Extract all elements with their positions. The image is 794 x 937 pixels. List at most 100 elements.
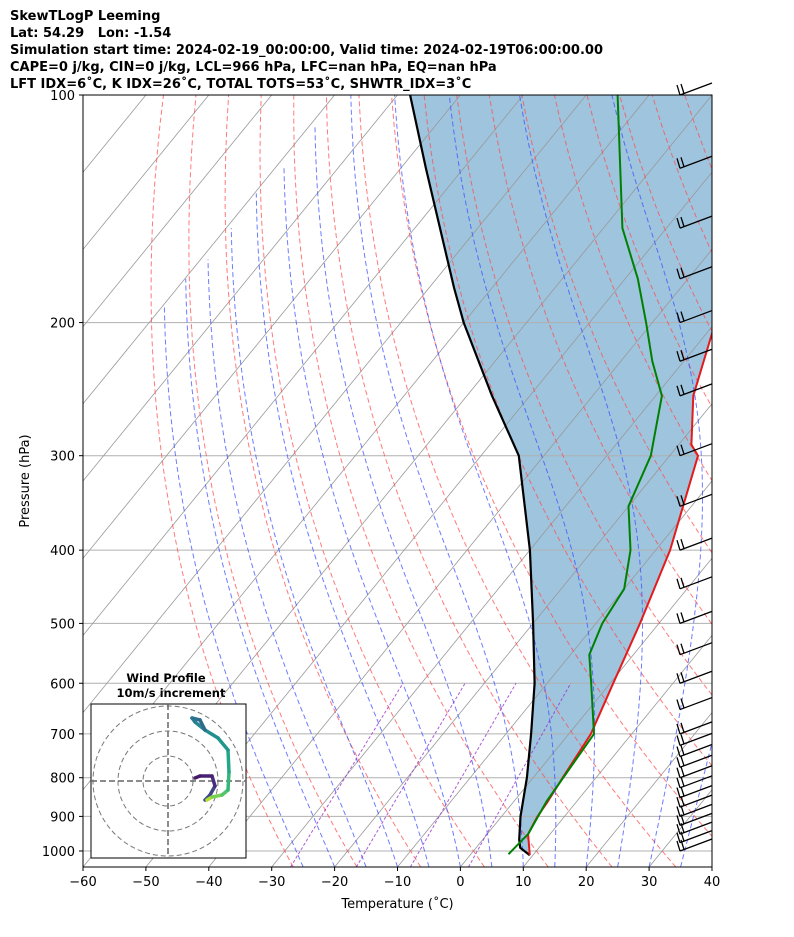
barb-flag xyxy=(680,267,685,278)
barb-flag xyxy=(680,734,685,745)
wind-barb xyxy=(676,732,713,747)
y-tick-label: 100 xyxy=(50,89,75,104)
wind-barb xyxy=(676,743,713,758)
barb-staff xyxy=(679,537,713,551)
barb-flag xyxy=(680,384,685,395)
wind-barb xyxy=(676,266,713,280)
dewpoint-line xyxy=(507,95,663,855)
x-axis-label: Temperature (˚C) xyxy=(340,896,453,912)
wind-barb xyxy=(676,537,713,551)
moist-adiabat xyxy=(350,95,524,867)
barb-flag xyxy=(676,445,681,456)
barb-flag xyxy=(676,613,681,624)
barb-staff xyxy=(679,610,713,625)
barb-flag xyxy=(680,786,685,797)
x-tick-label: −50 xyxy=(132,875,159,890)
moist-adiabat xyxy=(519,95,643,867)
moist-adiabat xyxy=(283,168,461,867)
moist-adiabat xyxy=(255,193,430,867)
wind-barb xyxy=(676,670,713,684)
barb-staff xyxy=(679,732,713,747)
wind-barb xyxy=(676,309,713,324)
barb-staff xyxy=(679,309,713,324)
hodograph-subtitle: 10m/s increment xyxy=(117,686,226,700)
barb-flag xyxy=(680,745,685,756)
wind-barb xyxy=(676,765,713,779)
dry-adiabat xyxy=(717,95,794,867)
isotherm-line xyxy=(83,95,461,559)
moist-adiabat xyxy=(207,259,367,867)
y-tick-label: 300 xyxy=(50,450,75,465)
isotherm-line xyxy=(83,95,210,251)
dry-adiabat xyxy=(188,95,358,867)
barb-staff xyxy=(679,493,713,507)
isotherm-line xyxy=(585,711,712,867)
barb-flag xyxy=(680,311,685,322)
moist-adiabat xyxy=(711,865,712,867)
wind-barb xyxy=(676,785,713,799)
barb-flag xyxy=(680,722,685,733)
wind-barb xyxy=(676,493,713,507)
dry-adiabat xyxy=(293,95,549,867)
barb-staff xyxy=(679,721,713,735)
barb-flag xyxy=(676,496,681,507)
barb-flag xyxy=(680,216,685,227)
moist-adiabat xyxy=(163,305,304,867)
chart-header: SkewTLogP Leeming Lat: 54.29 Lon: -1.54 … xyxy=(10,8,603,93)
hodograph-title: Wind Profile xyxy=(126,671,206,685)
barb-staff xyxy=(679,82,713,96)
barb-flag xyxy=(680,672,685,682)
isotherm-line xyxy=(334,403,712,867)
barb-flag xyxy=(676,796,681,808)
barb-staff xyxy=(679,765,713,779)
barb-flag xyxy=(680,495,685,506)
time-line: Simulation start time: 2024-02-19_00:00:… xyxy=(10,43,603,58)
barb-flag xyxy=(676,746,681,757)
dry-adiabat xyxy=(750,95,794,867)
barb-flag xyxy=(676,351,681,362)
barb-flag xyxy=(676,268,681,279)
barb-flag xyxy=(680,83,685,94)
barb-flag xyxy=(680,612,685,623)
barb-staff xyxy=(679,348,713,362)
barb-flag xyxy=(676,723,681,735)
mixing-ratio-line xyxy=(468,683,572,867)
dry-adiabat xyxy=(150,95,294,867)
barb-flag xyxy=(680,766,685,777)
wind-barb xyxy=(676,610,713,625)
mixing-ratio-line xyxy=(290,683,404,867)
barb-flag xyxy=(676,823,681,835)
moist-adiabat xyxy=(611,95,703,867)
barb-flag xyxy=(676,806,681,817)
location-line: Lat: 54.29 Lon: -1.54 xyxy=(10,26,172,41)
barb-flag xyxy=(676,757,681,768)
y-axis-label: Pressure (hPa) xyxy=(18,434,33,527)
isotherm-line xyxy=(460,557,712,867)
index-line: LFT IDX=6˚C, K IDX=26˚C, TOTAL TOTS=53˚C… xyxy=(10,77,472,92)
cape-line: CAPE=0 j/kg, CIN=0 j/kg, LCL=966 hPa, LF… xyxy=(10,60,497,75)
barb-staff xyxy=(679,775,713,789)
wind-barb xyxy=(676,383,713,397)
wind-barb xyxy=(676,721,713,735)
wind-barb xyxy=(676,155,713,169)
barb-flag xyxy=(680,756,685,766)
barb-staff xyxy=(679,696,713,711)
dry-adiabat xyxy=(488,95,712,626)
barb-staff xyxy=(679,838,713,852)
x-tick-label: 10 xyxy=(515,875,532,890)
barb-flag xyxy=(676,644,681,655)
wind-barb xyxy=(676,838,713,852)
barb-flag xyxy=(676,312,681,323)
x-tick-label: −40 xyxy=(195,875,222,890)
x-tick-label: 0 xyxy=(456,875,464,890)
barb-flag xyxy=(676,840,681,852)
barb-staff xyxy=(679,443,713,457)
barb-staff xyxy=(679,803,713,817)
mixing-ratio-line xyxy=(355,683,466,867)
isotherm-line xyxy=(711,866,712,867)
x-tick-label: −20 xyxy=(321,875,348,890)
barb-flag xyxy=(676,777,681,789)
dry-adiabat xyxy=(325,95,613,867)
barb-staff xyxy=(679,812,713,826)
